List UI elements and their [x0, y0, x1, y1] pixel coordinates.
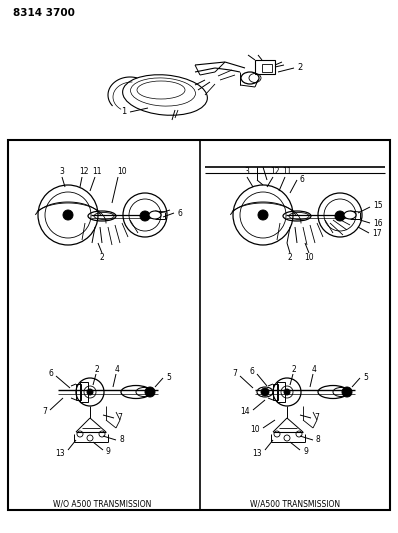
Circle shape — [342, 387, 352, 397]
Text: 7: 7 — [232, 369, 237, 378]
Circle shape — [284, 389, 290, 395]
Text: 6: 6 — [48, 369, 53, 378]
Text: 6: 6 — [177, 208, 182, 217]
Text: 11: 11 — [92, 167, 102, 176]
Bar — [8, 140, 390, 510]
Text: 2: 2 — [292, 366, 297, 375]
Text: 2: 2 — [95, 366, 100, 375]
Text: 4: 4 — [312, 366, 316, 375]
Circle shape — [145, 387, 155, 397]
Text: 7: 7 — [117, 414, 122, 423]
Text: 7: 7 — [42, 408, 47, 416]
Text: 13: 13 — [55, 448, 65, 457]
Bar — [273, 384, 278, 400]
Text: 8314 3700: 8314 3700 — [13, 8, 75, 18]
Bar — [277, 382, 285, 402]
Text: 2: 2 — [297, 63, 302, 72]
Text: 17: 17 — [372, 229, 382, 238]
Circle shape — [63, 210, 73, 220]
Bar — [80, 382, 88, 402]
Text: 10: 10 — [117, 167, 127, 176]
Circle shape — [335, 211, 345, 221]
Text: 3: 3 — [244, 167, 250, 176]
Text: 4: 4 — [115, 366, 119, 375]
Text: 1: 1 — [121, 108, 126, 117]
Ellipse shape — [149, 211, 161, 219]
Text: 11: 11 — [282, 167, 292, 176]
Text: 10: 10 — [304, 254, 314, 262]
Text: 15: 15 — [373, 201, 382, 211]
Text: 10: 10 — [250, 425, 260, 434]
Ellipse shape — [344, 211, 356, 219]
Text: 13: 13 — [252, 448, 262, 457]
Circle shape — [258, 210, 268, 220]
Text: 8: 8 — [316, 435, 321, 445]
Bar — [76, 384, 81, 400]
Text: 8: 8 — [119, 435, 124, 445]
Text: 12: 12 — [79, 167, 89, 176]
Text: W/O A500 TRANSMISSION: W/O A500 TRANSMISSION — [53, 499, 151, 508]
Bar — [255, 60, 275, 74]
Text: 6: 6 — [249, 367, 254, 376]
Text: W/A500 TRANSMISSION: W/A500 TRANSMISSION — [250, 499, 340, 508]
Text: 7: 7 — [314, 414, 319, 423]
Circle shape — [87, 389, 93, 395]
Text: 2: 2 — [100, 254, 104, 262]
Bar — [262, 64, 272, 72]
Text: 12: 12 — [270, 167, 280, 176]
Text: 16: 16 — [373, 219, 382, 228]
Text: 14: 14 — [240, 408, 250, 416]
Text: 9: 9 — [303, 448, 308, 456]
Text: 9: 9 — [106, 448, 111, 456]
Circle shape — [140, 211, 150, 221]
Text: 5: 5 — [363, 373, 368, 382]
Text: 6: 6 — [300, 174, 305, 183]
Text: 2: 2 — [288, 254, 293, 262]
Text: 3: 3 — [60, 167, 64, 176]
Text: 5: 5 — [166, 373, 171, 382]
Circle shape — [261, 388, 269, 396]
